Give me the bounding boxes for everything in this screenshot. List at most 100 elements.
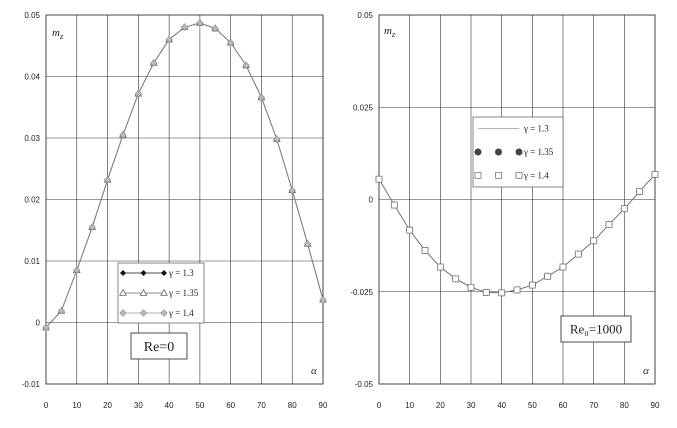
data-point — [103, 176, 112, 184]
x-tick-label: 20 — [436, 401, 445, 410]
grid — [45, 14, 324, 385]
data-point — [620, 205, 628, 213]
x-tick-label: 70 — [257, 401, 266, 410]
legend-marker — [160, 288, 168, 296]
x-tick-label: 60 — [226, 401, 235, 410]
legend-marker — [474, 148, 482, 156]
legend-label: γ = 1.35 — [168, 288, 199, 298]
data-point — [559, 263, 567, 271]
data-point — [165, 35, 173, 44]
x-tick-label: 90 — [651, 401, 660, 410]
grid — [378, 14, 656, 385]
x-tick-label: 50 — [528, 401, 537, 410]
y-tick-label: 0.01 — [24, 257, 40, 266]
x-tick-label: 30 — [467, 401, 476, 410]
y-tick-label: 0.025 — [353, 103, 374, 112]
legend-marker — [119, 309, 127, 317]
y-tick-label: -0.01 — [22, 380, 41, 389]
y-tick-label: 0.05 — [24, 11, 40, 20]
annotation-box — [560, 315, 632, 343]
y-tick-label: 0.04 — [24, 73, 40, 82]
y-tick-label: 0.03 — [24, 134, 40, 143]
legend-marker — [119, 288, 127, 296]
annotation: Re₀=1000 — [560, 315, 632, 343]
data-point — [88, 223, 96, 231]
data-point — [421, 247, 429, 254]
series-line — [378, 174, 656, 294]
data-point — [498, 289, 506, 297]
x-tick-label: 70 — [589, 401, 598, 410]
y-axis-label-subscript: z — [391, 30, 396, 39]
legend-marker — [139, 288, 148, 296]
data-point — [319, 296, 327, 304]
legend-marker — [474, 171, 482, 179]
data-point — [119, 131, 127, 139]
data-point — [467, 283, 475, 291]
x-tick-label: 80 — [620, 401, 629, 410]
legend-label: γ = 1.3 — [523, 124, 549, 134]
data-point — [57, 307, 66, 315]
legend: γ = 1.3 γ = 1.35 γ = 1.4 — [117, 262, 205, 324]
plot-frame — [378, 14, 656, 385]
x-tick-label: 20 — [103, 401, 112, 410]
x-tick-label: 0 — [44, 401, 49, 410]
series-2 — [375, 170, 659, 297]
plot-frame — [45, 14, 324, 385]
x-tick-label: 40 — [165, 401, 174, 410]
data-point — [211, 24, 219, 33]
x-tick-label: 50 — [195, 401, 204, 410]
legend-label: γ = 1.3 — [168, 268, 194, 278]
x-tick-label: 10 — [405, 401, 414, 410]
x-tick-label: 0 — [377, 401, 382, 410]
y-tick-label: 0.05 — [357, 11, 373, 20]
x-tick-label: 60 — [559, 401, 568, 410]
data-point — [150, 59, 158, 67]
y-tick-label: 0 — [36, 319, 41, 328]
data-point — [196, 19, 204, 27]
series-3 — [42, 19, 327, 332]
data-point — [134, 90, 142, 98]
y-axis-label-main: m — [384, 25, 392, 37]
legend: γ = 1.3 γ = 1.35 γ = 1.4 — [472, 116, 564, 188]
chart-panel-1: 0 10 20 30 40 50 60 70 80 90 -0.01 0 0.01 0.02 0.03 0.0… — [22, 11, 328, 410]
series-1 — [378, 174, 656, 294]
data-point — [605, 221, 613, 228]
legend-label: γ = 1.4 — [168, 308, 194, 318]
y-tick-label: -0.05 — [355, 380, 374, 389]
legend-marker — [495, 148, 502, 156]
data-point — [590, 237, 598, 245]
legend-marker — [139, 309, 148, 317]
annotation-text: Re=0 — [144, 340, 174, 355]
y-tick-label: 0 — [369, 196, 374, 205]
data-point — [227, 39, 235, 47]
data-point — [273, 135, 281, 143]
legend-label: γ = 1.4 — [523, 170, 549, 180]
x-tick-label: 30 — [134, 401, 143, 410]
data-point — [436, 263, 444, 271]
data-point — [574, 250, 582, 258]
data-point — [528, 281, 536, 289]
data-point — [406, 226, 414, 234]
legend-marker — [515, 148, 523, 156]
annotation-box — [130, 332, 188, 360]
x-tick-label: 80 — [288, 401, 297, 410]
x-tick-label: 10 — [72, 401, 81, 410]
annotation-text: Re₀=1000 — [570, 322, 622, 337]
data-point — [303, 240, 312, 248]
y-axis-label-main: m — [52, 27, 60, 39]
data-point — [180, 23, 189, 31]
data-point — [257, 93, 266, 102]
y-tick-label: 0.02 — [24, 196, 40, 205]
data-point — [73, 266, 81, 274]
legend-label: γ = 1.35 — [523, 147, 554, 157]
data-point — [636, 187, 644, 195]
data-point — [651, 171, 659, 178]
series-3 — [375, 171, 659, 297]
data-point — [242, 61, 250, 70]
data-point — [375, 175, 383, 183]
data-point — [390, 201, 398, 209]
legend-marker — [515, 171, 523, 179]
y-axis-label-subscript: z — [59, 32, 64, 41]
series-line — [378, 174, 656, 294]
